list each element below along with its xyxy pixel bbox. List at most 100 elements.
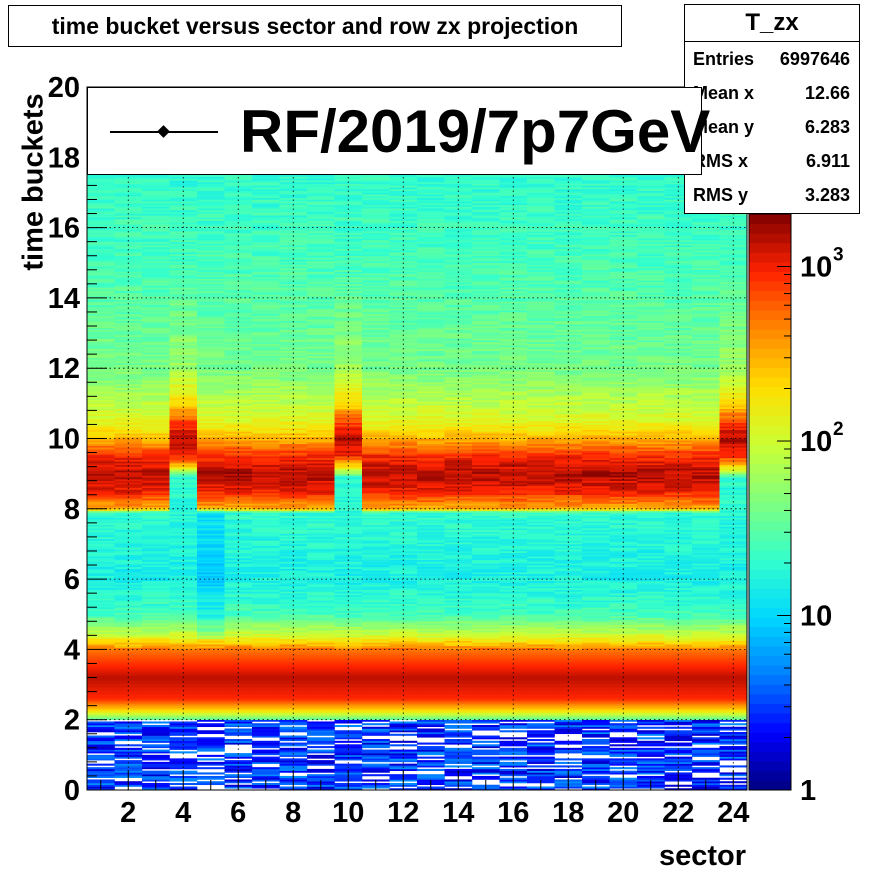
heatmap-cell [197, 761, 225, 764]
heatmap-cell [252, 290, 280, 293]
heatmap-cell [307, 617, 335, 620]
heatmap-cell [334, 470, 363, 473]
heatmap-cell [197, 758, 225, 761]
heatmap-cell [444, 348, 473, 351]
heatmap-cell [362, 712, 390, 715]
heatmap-cell [87, 549, 115, 552]
heatmap-cell [252, 703, 280, 706]
heatmap-cell [279, 494, 308, 497]
heatmap-cell [169, 651, 198, 654]
heatmap-cell [472, 545, 500, 548]
heatmap-cell [224, 408, 253, 411]
heatmap-cell [252, 638, 280, 641]
heatmap-cell [87, 181, 115, 184]
heatmap-cell [197, 415, 225, 418]
heatmap-cell [142, 371, 170, 374]
heatmap-cell [252, 649, 280, 652]
heatmap-cell [114, 710, 143, 713]
heatmap-cell [114, 628, 143, 631]
heatmap-cell [87, 587, 115, 590]
heatmap-cell [279, 359, 308, 362]
heatmap-cell [197, 517, 225, 520]
heatmap-cell [279, 178, 308, 181]
heatmap-cell [389, 417, 418, 420]
heatmap-cell [252, 473, 280, 476]
heatmap-cell [197, 385, 225, 388]
heatmap-cell [197, 582, 225, 585]
heatmap-cell [444, 637, 473, 640]
heatmap-cell [224, 324, 253, 327]
heatmap-cell [87, 487, 115, 490]
heatmap-cell [417, 266, 445, 269]
heatmap-cell [87, 406, 115, 409]
heatmap-cell [417, 774, 445, 777]
heatmap-cell [307, 633, 335, 636]
heatmap-cell [197, 436, 225, 439]
heatmap-cell [389, 480, 418, 483]
heatmap-cell [279, 754, 308, 757]
heatmap-cell [169, 213, 198, 216]
heatmap-cell [114, 287, 143, 290]
heatmap-cell [252, 222, 280, 225]
heatmap-cell [334, 638, 363, 641]
heatmap-cell [114, 485, 143, 489]
heatmap-cell [197, 491, 225, 494]
heatmap-cell [307, 294, 335, 297]
heatmap-cell [252, 536, 280, 539]
heatmap-cell [362, 273, 390, 276]
heatmap-cell [279, 399, 308, 402]
heatmap-cell [472, 665, 500, 668]
heatmap-cell [472, 500, 500, 503]
heatmap-cell [142, 229, 170, 232]
heatmap-cell [307, 338, 335, 341]
heatmap-cell [197, 276, 225, 279]
heatmap-cell [362, 754, 390, 757]
heatmap-cell [142, 354, 170, 357]
heatmap-cell [334, 285, 363, 288]
heatmap-cell [417, 454, 445, 457]
heatmap-cell [279, 470, 308, 473]
heatmap-cell [362, 371, 390, 374]
heatmap-cell [389, 260, 418, 264]
heatmap-cell [417, 591, 445, 594]
heatmap-cell [142, 568, 170, 571]
heatmap-cell [279, 758, 308, 761]
heatmap-cell [87, 663, 115, 666]
heatmap-cell [307, 565, 335, 568]
heatmap-cell [87, 194, 115, 197]
heatmap-cell [362, 391, 390, 394]
heatmap-cell [114, 449, 143, 452]
heatmap-cell [87, 612, 115, 615]
heatmap-cell [472, 531, 500, 534]
heatmap-cell [142, 684, 170, 687]
heatmap-cell [169, 264, 198, 267]
heatmap-cell [307, 554, 335, 557]
heatmap-cell [362, 452, 390, 455]
heatmap-cell [307, 413, 335, 416]
heatmap-cell [224, 710, 253, 713]
heatmap-cell [142, 433, 170, 436]
heatmap-cell [472, 403, 500, 406]
heatmap-cell [224, 434, 253, 438]
heatmap-cell [87, 484, 115, 487]
heatmap-cell [279, 719, 308, 722]
heatmap-cell [362, 489, 390, 492]
heatmap-cell [362, 658, 390, 661]
heatmap-cell [224, 605, 253, 608]
heatmap-cell [444, 427, 473, 431]
heatmap-cell [472, 429, 500, 432]
heatmap-cell [114, 299, 143, 302]
heatmap-cell [197, 329, 225, 332]
heatmap-cell [169, 259, 198, 262]
heatmap-cell [472, 647, 500, 650]
heatmap-cell [197, 174, 225, 177]
heatmap-cell [169, 726, 198, 729]
heatmap-cell [87, 596, 115, 599]
heatmap-cell [142, 466, 170, 469]
heatmap-cell [279, 674, 308, 677]
heatmap-cell [224, 227, 253, 230]
heatmap-cell [417, 218, 445, 221]
heatmap-cell [197, 492, 225, 496]
heatmap-cell [362, 392, 390, 395]
heatmap-cell [87, 280, 115, 283]
